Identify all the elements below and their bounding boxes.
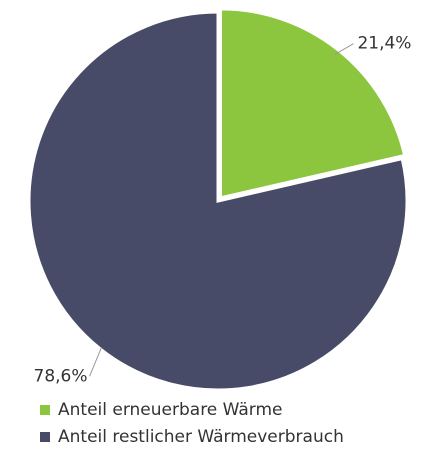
legend-swatch bbox=[40, 432, 50, 442]
data-label: 21,4% bbox=[357, 34, 411, 54]
pie-slice bbox=[218, 7, 407, 200]
leader-line bbox=[89, 347, 103, 377]
leader-line bbox=[334, 43, 354, 56]
legend-label: Anteil erneuerbare Wärme bbox=[58, 400, 283, 420]
legend-label: Anteil restlicher Wärmeverbrauch bbox=[58, 427, 344, 447]
pie-slice bbox=[27, 10, 409, 392]
data-label: 78,6% bbox=[34, 366, 88, 386]
legend-swatch bbox=[40, 405, 50, 415]
